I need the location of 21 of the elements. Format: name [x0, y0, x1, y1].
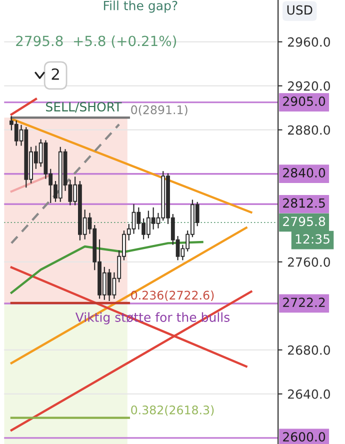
text: 12:35	[296, 234, 330, 244]
y-tick-label: 2680.0	[288, 345, 330, 355]
y-tick-label: 2920.0	[288, 81, 330, 91]
annotation: SELL/SHORT	[46, 102, 122, 112]
ref-line-label: 2795.8	[283, 216, 326, 226]
annotation: 2795.8 +5.8 (+0.21%)	[16, 35, 176, 48]
ref-line-label: 2722.2	[283, 298, 325, 307]
ref-line-label: 2600.0	[283, 432, 326, 442]
text: USD	[287, 5, 312, 15]
series-label: 0.236(2722.6)	[131, 290, 214, 302]
y-tick-label: 2640.0	[288, 389, 330, 399]
annotation: 2	[52, 68, 59, 80]
ref-line-label: 2812.5	[283, 198, 325, 208]
ref-line-label: 2840.0	[283, 168, 326, 178]
series-label: 0.382(2618.3)	[131, 405, 214, 416]
ref-line-label: 2905.0	[283, 96, 326, 106]
annotation: Fill the gap?	[104, 0, 178, 13]
y-tick-label: 2760.0	[288, 257, 330, 267]
y-tick-label: 2880.0	[288, 125, 330, 135]
y-tick-label: 2960.0	[288, 37, 330, 47]
series-label: 0(2891.1)	[131, 105, 188, 116]
